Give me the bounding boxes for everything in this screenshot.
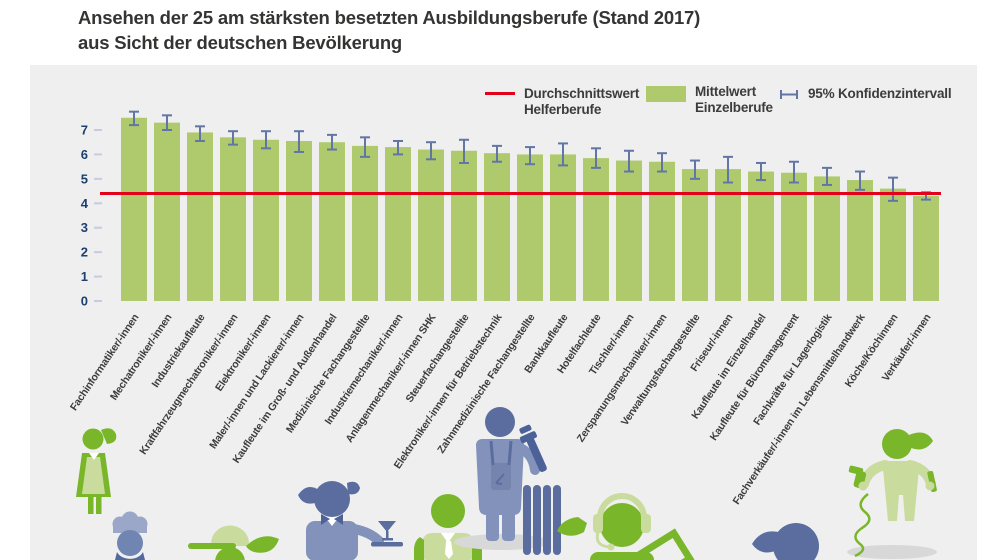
gardener-figure bbox=[188, 525, 279, 560]
bar bbox=[550, 154, 576, 301]
legend-item-average: Durchschnittswert Helferberufe bbox=[485, 86, 639, 118]
medical-assistant-figure bbox=[76, 428, 117, 514]
hairdresser-figure bbox=[847, 429, 937, 559]
category-label: Steuerfachangestellte bbox=[403, 312, 471, 405]
pipe-wrench-icon bbox=[519, 424, 547, 472]
y-tick-label: 5 bbox=[81, 171, 88, 186]
bar bbox=[451, 150, 477, 301]
bank-clerk-figure bbox=[414, 494, 482, 560]
y-tick-label: 6 bbox=[81, 147, 88, 162]
bar bbox=[253, 139, 279, 301]
y-tick-label: 4 bbox=[81, 196, 89, 211]
plumber-figure bbox=[454, 407, 561, 555]
bar bbox=[715, 169, 741, 301]
bar bbox=[583, 158, 609, 301]
red-line-icon bbox=[485, 92, 515, 95]
bar bbox=[616, 160, 642, 301]
category-label: Mechatroniker/-innen bbox=[108, 312, 175, 403]
chart-canvas: 01234567Fachinformatiker/-innenMechatron… bbox=[68, 110, 941, 560]
bar bbox=[814, 176, 840, 301]
legend-mean-line1: Mittelwert bbox=[695, 84, 757, 99]
bar bbox=[286, 140, 312, 301]
y-tick-label: 1 bbox=[81, 269, 88, 284]
legend-average-line2: Helferberufe bbox=[524, 102, 602, 117]
page-title: Ansehen der 25 am stärksten besetzten Au… bbox=[78, 5, 978, 55]
bar bbox=[682, 169, 708, 301]
legend-mean-line2: Einzelberufe bbox=[695, 100, 773, 115]
legend-ci-label: 95% Konfidenzintervall bbox=[808, 86, 952, 101]
bar bbox=[220, 137, 246, 301]
bar bbox=[748, 171, 774, 301]
bar bbox=[484, 153, 510, 301]
cook-figure bbox=[112, 511, 148, 560]
y-tick-label: 0 bbox=[81, 294, 88, 309]
bar bbox=[913, 195, 939, 301]
bar bbox=[880, 188, 906, 301]
page-title-line2: aus Sicht der deutschen Bevölkerung bbox=[78, 32, 403, 53]
y-tick-label: 2 bbox=[81, 245, 88, 260]
chart-panel: 0 1 2 3 4 5 6 7 Fachinformatiker/-innen Mechatron… bbox=[30, 65, 977, 560]
office-worker-figure bbox=[752, 523, 819, 560]
legend-average-line1: Durchschnittswert bbox=[524, 86, 640, 101]
legend-mean-label: Mittelwert Einzelberufe bbox=[695, 84, 773, 116]
bar bbox=[385, 147, 411, 301]
legend-item-ci: 95% Konfidenzintervall bbox=[779, 86, 952, 102]
bar bbox=[319, 142, 345, 301]
bar bbox=[187, 132, 213, 301]
waitress-figure bbox=[298, 481, 403, 560]
legend-average-label: Durchschnittswert Helferberufe bbox=[524, 86, 639, 118]
y-tick-label: 7 bbox=[81, 122, 88, 137]
confidence-interval-icon bbox=[780, 90, 798, 99]
bar bbox=[847, 180, 873, 301]
bar bbox=[352, 145, 378, 301]
bar bbox=[781, 172, 807, 301]
bar bbox=[649, 161, 675, 301]
bar bbox=[121, 117, 147, 302]
bar bbox=[517, 154, 543, 301]
call-center-agent-figure bbox=[557, 493, 695, 560]
bar bbox=[418, 149, 444, 301]
bar bbox=[154, 122, 180, 301]
page-title-line1: Ansehen der 25 am stärksten besetzten Au… bbox=[78, 7, 701, 28]
y-tick-label: 3 bbox=[81, 220, 88, 235]
green-bar-icon bbox=[646, 86, 686, 102]
legend-item-mean: Mittelwert Einzelberufe bbox=[646, 84, 773, 116]
